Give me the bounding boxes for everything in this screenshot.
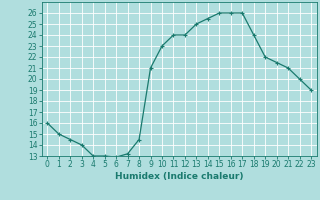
X-axis label: Humidex (Indice chaleur): Humidex (Indice chaleur) [115,172,244,181]
